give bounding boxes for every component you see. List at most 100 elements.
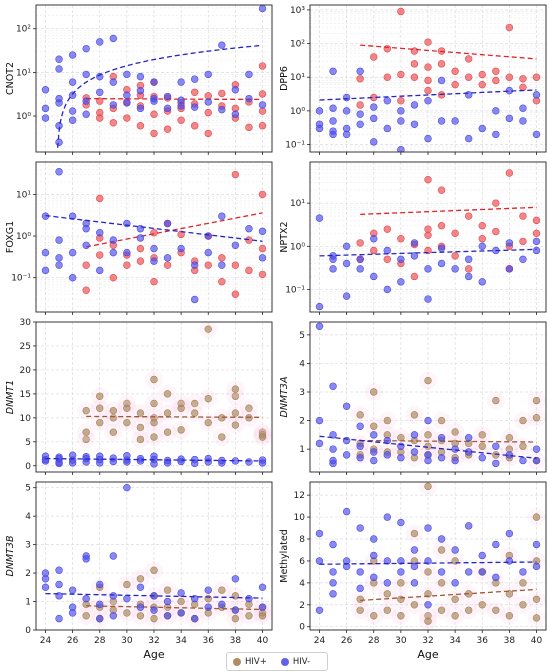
y-tick-label: 10¹ [16, 190, 31, 200]
y-tick-label: 10⁰ [16, 232, 31, 242]
data-point-hiv-neg [123, 91, 131, 99]
data-point-hiv-neg [82, 225, 90, 233]
data-point-hiv-neg [55, 261, 63, 269]
data-point-hiv-neg [505, 529, 514, 538]
data-point-hiv-neg [245, 225, 253, 233]
data-point-hiv-neg [315, 322, 324, 330]
data-point-hiv-negpos [424, 38, 432, 46]
data-point-hiv-neg [532, 456, 541, 465]
data-point-hiv-negpos [150, 418, 158, 427]
data-point-hiv-negpos [397, 579, 405, 587]
x-tick-label: 30 [395, 636, 407, 646]
data-point-hiv-neg [55, 236, 63, 244]
data-point-hiv-neg [410, 546, 419, 554]
data-point-hiv-negpos [218, 278, 226, 286]
data-point-hiv-neg [356, 265, 364, 273]
data-point-hiv-negpos [150, 229, 158, 237]
data-point-hiv-neg [424, 524, 432, 532]
fit-line-hiv-neg [319, 89, 537, 101]
data-point-hiv-negpos [204, 129, 212, 138]
data-point-hiv-negpos [464, 265, 473, 273]
data-point-hiv-neg [231, 241, 240, 249]
data-point-hiv-negpos [231, 385, 240, 393]
data-point-hiv-neg [55, 138, 63, 147]
y-tick-label: 5 [25, 438, 31, 448]
data-point-hiv-negpos [123, 404, 131, 412]
data-point-hiv-neg [258, 101, 267, 109]
data-point-hiv-negpos [397, 434, 405, 442]
data-point-hiv-neg [532, 246, 541, 255]
data-point-hiv-neg [329, 67, 337, 75]
data-point-hiv-neg [258, 603, 267, 611]
data-point-hiv-negpos [478, 70, 486, 79]
data-point-hiv-neg [109, 236, 118, 244]
data-point-hiv-negpos [492, 76, 500, 85]
data-point-hiv-neg [410, 120, 419, 128]
data-point-hiv-neg [245, 70, 253, 79]
y-axis-label: FOXG1 [5, 221, 16, 253]
data-point-hiv-neg [55, 65, 63, 73]
data-point-hiv-negpos [464, 212, 473, 220]
data-point-hiv-neg [190, 75, 199, 83]
data-point-hiv-negpos [163, 125, 172, 133]
data-point-hiv-negpos [397, 595, 405, 604]
data-point-hiv-neg [231, 606, 240, 614]
data-point-hiv-neg [68, 459, 77, 467]
data-point-hiv-neg [370, 235, 378, 243]
data-point-hiv-neg [68, 248, 77, 257]
data-point-hiv-negpos [519, 442, 527, 450]
data-point-hiv-negpos [478, 80, 486, 89]
data-point-hiv-neg [163, 92, 172, 101]
data-point-hiv-neg [136, 234, 145, 242]
data-point-hiv-negpos [437, 546, 446, 554]
data-point-hiv-neg [136, 454, 145, 463]
y-axis-label: DNMT3B [5, 536, 16, 577]
data-point-hiv-negpos [109, 406, 118, 415]
points-layer [315, 322, 546, 470]
data-point-hiv-negpos [370, 422, 378, 430]
data-point-hiv-negpos [150, 375, 158, 384]
legend: HIV+ HIV- [226, 652, 328, 671]
data-point-hiv-negpos [177, 426, 185, 434]
x-tick-label: 24 [314, 636, 326, 646]
data-point-hiv-negpos [424, 431, 432, 439]
y-tick-label: 10¹ [16, 68, 31, 78]
data-point-hiv-neg [370, 551, 378, 560]
data-point-hiv-negpos [258, 612, 267, 620]
data-point-hiv-negpos [383, 225, 392, 233]
data-point-hiv-negpos [96, 114, 104, 122]
data-point-hiv-neg [315, 416, 324, 425]
data-point-hiv-neg [451, 546, 459, 554]
data-point-hiv-negpos [451, 229, 459, 238]
data-point-hiv-neg [478, 278, 486, 286]
data-point-hiv-negpos [383, 590, 392, 598]
data-point-hiv-negpos [109, 428, 118, 436]
data-point-hiv-negpos [136, 575, 145, 583]
data-point-hiv-negpos [96, 404, 104, 412]
y-tick-label: 10² [290, 40, 305, 50]
data-point-hiv-neg [204, 248, 212, 257]
data-point-hiv-negpos [177, 404, 185, 412]
data-point-hiv-neg [451, 117, 459, 125]
data-point-hiv-negpos [163, 586, 172, 594]
data-point-hiv-neg [96, 88, 104, 96]
data-point-hiv-negpos [519, 579, 527, 587]
data-point-hiv-neg [424, 265, 432, 273]
y-tick-label: 1 [299, 445, 305, 455]
data-point-hiv-negpos [424, 225, 432, 233]
data-point-hiv-negpos [258, 190, 267, 199]
data-point-hiv-neg [96, 38, 104, 46]
data-point-hiv-neg [68, 91, 77, 99]
data-point-hiv-negpos [451, 612, 459, 620]
x-tick-label: 28 [368, 636, 380, 646]
points-layer [41, 5, 267, 148]
data-point-hiv-neg [342, 292, 351, 300]
data-point-hiv-neg [437, 454, 446, 462]
data-point-hiv-neg [397, 146, 405, 152]
data-point-hiv-neg [492, 442, 500, 450]
y-tick-label: 10⁻¹ [285, 141, 305, 151]
data-point-hiv-negpos [478, 235, 486, 243]
data-point-hiv-neg [109, 612, 118, 620]
